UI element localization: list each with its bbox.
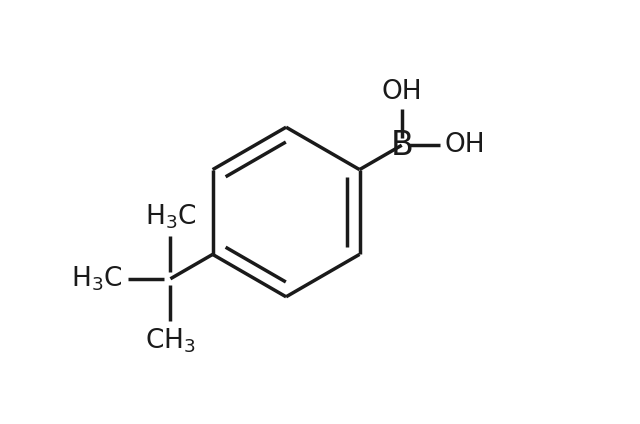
Text: OH: OH [444, 132, 484, 158]
Text: $\mathregular{CH_3}$: $\mathregular{CH_3}$ [145, 326, 196, 355]
Text: B: B [390, 129, 413, 162]
Text: OH: OH [381, 79, 422, 105]
Text: $\mathregular{H_3C}$: $\mathregular{H_3C}$ [145, 202, 196, 231]
Text: $\mathregular{H_3C}$: $\mathregular{H_3C}$ [71, 265, 122, 293]
